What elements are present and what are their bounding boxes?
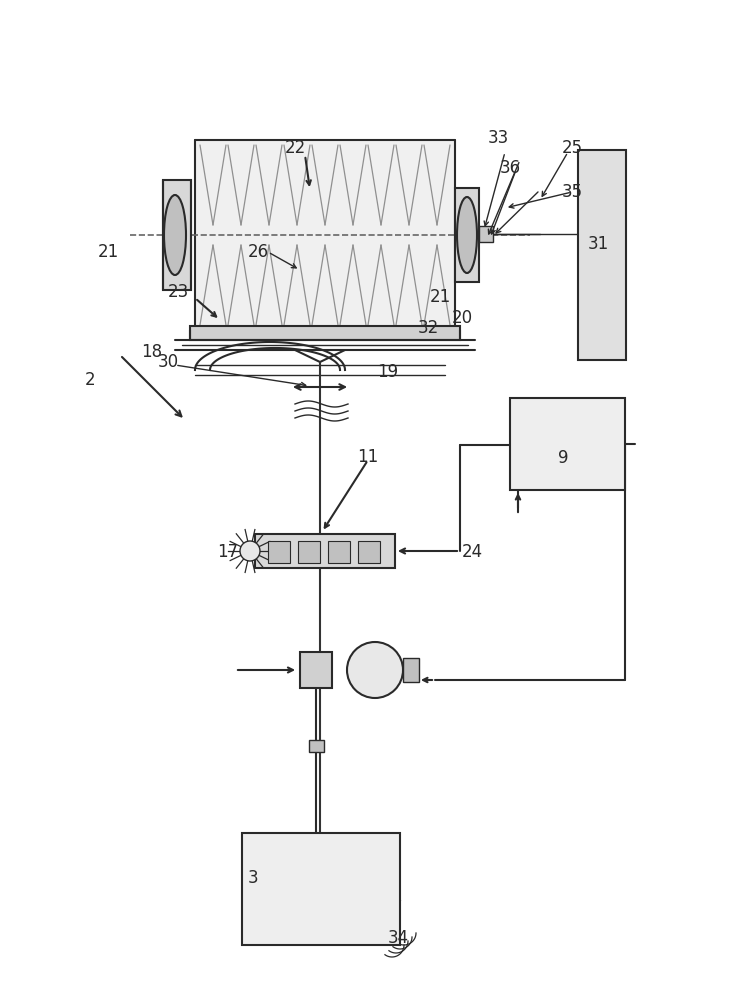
Bar bbox=[510, 398, 625, 490]
Text: 23: 23 bbox=[167, 283, 189, 301]
Text: 24: 24 bbox=[462, 543, 482, 561]
Bar bbox=[309, 740, 324, 752]
Bar bbox=[578, 150, 626, 360]
Text: 11: 11 bbox=[357, 448, 379, 466]
Text: 2: 2 bbox=[84, 371, 95, 389]
Circle shape bbox=[347, 642, 403, 698]
Bar bbox=[479, 226, 493, 242]
Text: 3: 3 bbox=[248, 869, 258, 887]
Bar bbox=[300, 652, 332, 688]
Text: 25: 25 bbox=[562, 139, 582, 157]
Circle shape bbox=[240, 541, 260, 561]
Ellipse shape bbox=[164, 195, 186, 275]
Text: 20: 20 bbox=[451, 309, 473, 327]
Text: 34: 34 bbox=[388, 929, 408, 947]
Bar bbox=[242, 833, 400, 945]
Bar bbox=[195, 140, 455, 330]
Text: 21: 21 bbox=[429, 288, 451, 306]
Text: 9: 9 bbox=[558, 449, 568, 467]
Ellipse shape bbox=[457, 197, 477, 273]
Bar bbox=[328, 541, 350, 563]
Text: 32: 32 bbox=[417, 319, 439, 337]
Bar bbox=[268, 541, 290, 563]
Text: 18: 18 bbox=[141, 343, 163, 361]
Text: 33: 33 bbox=[488, 129, 508, 147]
Text: 36: 36 bbox=[500, 159, 520, 177]
Text: 26: 26 bbox=[247, 243, 269, 261]
Text: 35: 35 bbox=[562, 183, 582, 201]
Bar bbox=[255, 534, 395, 568]
Text: 31: 31 bbox=[588, 235, 608, 253]
Text: 30: 30 bbox=[158, 353, 178, 371]
Text: 21: 21 bbox=[98, 243, 118, 261]
Text: 19: 19 bbox=[377, 363, 399, 381]
Bar bbox=[358, 541, 380, 563]
Bar bbox=[298, 541, 320, 563]
Bar bbox=[190, 326, 460, 340]
Bar bbox=[403, 658, 419, 682]
Text: 22: 22 bbox=[284, 139, 306, 157]
Text: 17: 17 bbox=[218, 543, 238, 561]
Bar bbox=[455, 188, 479, 282]
Text: M: M bbox=[366, 660, 383, 680]
Bar bbox=[163, 180, 191, 290]
